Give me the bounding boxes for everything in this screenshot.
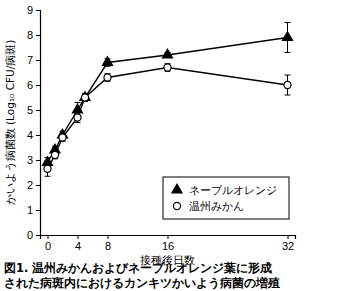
x-tick-mark <box>108 235 109 239</box>
x-axis: 0 4 8 16 32 <box>41 235 296 252</box>
y-tick-mark <box>36 235 40 236</box>
y-tick-mark <box>36 210 40 211</box>
y-axis: 0 1 2 3 4 5 6 7 8 9 <box>27 4 41 241</box>
y-tick-label: 7 <box>27 54 33 66</box>
y-tick: 4 <box>27 129 40 141</box>
error-bar <box>285 75 291 95</box>
error-bar <box>82 94 88 102</box>
legend-marker <box>172 184 182 193</box>
title: 図1. 温州みかんおよびネーブルオレンジ葉に形成 <box>4 261 272 275</box>
error-bar-cap <box>285 52 291 53</box>
x-tick: 16 <box>162 235 174 252</box>
data-point <box>51 151 58 158</box>
error-bar <box>60 134 66 142</box>
legend: ネーブルオレンジ温州みかん <box>163 177 289 219</box>
data-point <box>284 81 291 88</box>
x-tick: 8 <box>105 235 111 252</box>
y-tick-mark <box>36 135 40 136</box>
x-tick-mark <box>288 235 289 239</box>
x-tick-label: 32 <box>282 240 294 252</box>
x-tick: 32 <box>282 235 294 252</box>
legend-label: ネーブルオレンジ <box>189 184 277 197</box>
x-tick-mark <box>168 235 169 239</box>
y-tick-mark <box>36 85 40 86</box>
y-tick-label: 6 <box>27 79 33 91</box>
y-tick-label: 1 <box>27 204 33 216</box>
y-tick: 8 <box>27 29 40 41</box>
data-point <box>74 114 81 121</box>
y-tick-label: 0 <box>27 229 33 241</box>
y-tick-mark <box>36 160 40 161</box>
y-tick-mark <box>36 60 40 61</box>
error-bar <box>45 161 51 176</box>
series-line <box>48 68 288 169</box>
error-bar-cap <box>285 75 291 76</box>
error-bar-cap <box>75 102 81 103</box>
y-tick-label: 2 <box>27 179 33 191</box>
y-tick: 3 <box>27 154 40 166</box>
data-point <box>81 94 88 101</box>
y-tick-label: 4 <box>27 129 33 141</box>
error-bar <box>165 64 171 72</box>
y-tick-label: 5 <box>27 104 33 116</box>
error-bar-cap <box>285 95 291 96</box>
x-tick-label: 16 <box>162 240 174 252</box>
error-bar <box>105 74 111 82</box>
error-bar-cap <box>75 112 81 113</box>
y-tick-mark <box>36 10 40 11</box>
error-bar-cap <box>75 122 81 123</box>
title: された病斑内におけるカンキツかいよう病菌の増殖 <box>4 276 280 290</box>
y-tick-label: 9 <box>27 4 33 16</box>
data-point <box>44 165 51 172</box>
chart: 04816320123456789接種後日数かいよう病菌数 (Log₁₀ CFU… <box>0 0 350 291</box>
data-point <box>164 64 171 71</box>
x-tick-label: 0 <box>45 240 51 252</box>
x-axis-line <box>41 236 296 240</box>
y-axis-title: かいよう病菌数 (Log₁₀ CFU/病斑) <box>4 40 17 206</box>
data-point <box>104 74 111 81</box>
y-tick: 1 <box>27 204 40 216</box>
x-tick: 4 <box>75 235 81 252</box>
error-bar <box>52 151 58 159</box>
x-tick-label: 4 <box>75 240 81 252</box>
legend-label: 温州みかん <box>189 200 244 213</box>
legend-marker <box>173 202 180 209</box>
error-bar-cap <box>285 22 291 23</box>
error-bar <box>82 94 88 102</box>
data-point <box>80 92 90 101</box>
plot-area <box>42 23 292 177</box>
data-point <box>59 134 66 141</box>
error-bar-cap <box>45 176 51 177</box>
y-tick: 9 <box>27 4 40 16</box>
data-point <box>282 32 292 41</box>
y-tick-mark <box>36 110 40 111</box>
y-tick: 2 <box>27 179 40 191</box>
x-tick: 0 <box>45 235 51 252</box>
y-tick: 5 <box>27 104 40 116</box>
y-tick-label: 3 <box>27 154 33 166</box>
data-point <box>162 49 172 58</box>
legend-box <box>163 177 289 219</box>
y-axis-line <box>36 11 41 236</box>
y-tick: 0 <box>27 229 40 241</box>
y-tick-label: 8 <box>27 29 33 41</box>
y-tick-mark <box>36 35 40 36</box>
y-tick: 6 <box>27 79 40 91</box>
x-tick-mark <box>48 235 49 239</box>
series-line <box>48 38 288 163</box>
y-tick: 7 <box>27 54 40 66</box>
x-tick-mark <box>78 235 79 239</box>
data-point <box>102 57 112 66</box>
error-bar-cap <box>45 161 51 162</box>
x-tick-label: 8 <box>105 240 111 252</box>
y-tick-mark <box>36 185 40 186</box>
error-bar <box>75 113 81 123</box>
